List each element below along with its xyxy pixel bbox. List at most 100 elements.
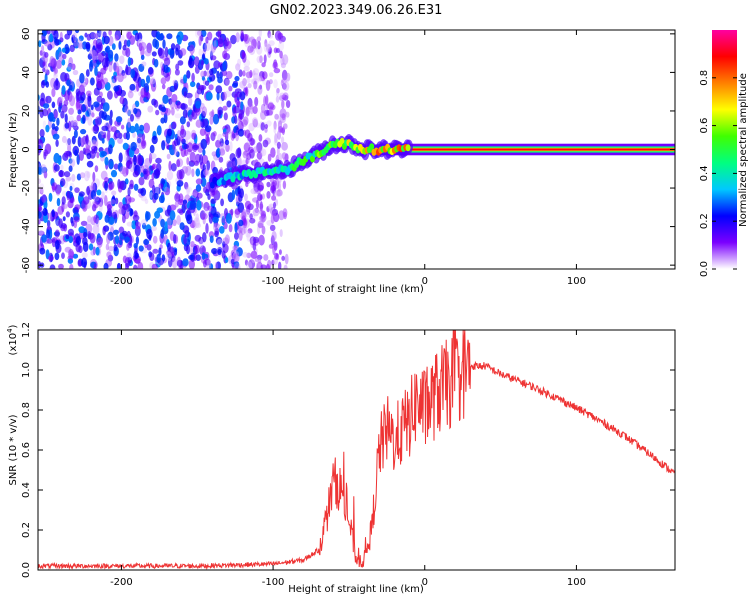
spectrogram-noise-cell bbox=[69, 158, 76, 168]
spectrogram-noise-cell bbox=[280, 136, 285, 144]
spectrogram-noise-cell bbox=[67, 138, 71, 146]
spectrogram-noise-cell bbox=[195, 100, 201, 109]
spectrogram-noise-cell bbox=[47, 112, 54, 122]
spectrogram-noise-cell bbox=[73, 40, 78, 47]
spectrogram-noise-cell bbox=[135, 111, 141, 120]
spectrogram-noise-cell bbox=[231, 189, 236, 201]
spectrogram-noise-cell bbox=[115, 116, 123, 123]
spectrogram-noise-cell bbox=[125, 194, 132, 205]
spectrogram-noise-cell bbox=[216, 238, 223, 249]
spectrogram-x-tick-label: 0 bbox=[422, 276, 428, 287]
spectrogram-noise-cell bbox=[54, 240, 60, 250]
spectrogram-y-tick-label: -60 bbox=[21, 257, 32, 273]
colorbar-gradient bbox=[712, 30, 737, 269]
spectrogram-noise-cell bbox=[199, 85, 207, 91]
spectrogram-noise-cell bbox=[261, 62, 266, 68]
spectrogram-noise-cell bbox=[62, 203, 68, 209]
spectrogram-noise-cell bbox=[166, 33, 173, 40]
spectrogram-noise-cell bbox=[217, 76, 223, 84]
spectrogram-noise-cell bbox=[282, 54, 289, 65]
spectrogram-noise-cell bbox=[156, 253, 161, 264]
spectrogram-noise-cell bbox=[38, 211, 42, 219]
spectrogram-noise-cell bbox=[174, 69, 180, 76]
spectrogram-noise-cell bbox=[201, 110, 206, 119]
spectrogram-noise-cell bbox=[71, 173, 76, 182]
spectrogram-noise-cell bbox=[114, 53, 119, 62]
spectrogram-noise-cell bbox=[169, 98, 175, 109]
spectrogram-noise-cell bbox=[171, 107, 175, 116]
spectrogram-noise-cell bbox=[122, 255, 127, 264]
spectrogram-noise-cell bbox=[124, 104, 129, 114]
spectrogram-noise-cell bbox=[68, 248, 74, 260]
spectrogram-noise-cell bbox=[182, 199, 188, 205]
spectrogram-noise-cell bbox=[274, 30, 282, 41]
spectrogram-noise-cell bbox=[168, 98, 173, 105]
spectrogram-noise-cell bbox=[89, 61, 93, 72]
spectrogram-noise-cell bbox=[61, 196, 66, 206]
spectrogram-noise-cell bbox=[57, 156, 62, 165]
spectrogram-noise-cell bbox=[38, 178, 42, 185]
spectrogram-noise-cell bbox=[225, 45, 230, 52]
spectrogram-noise-cell bbox=[145, 92, 151, 100]
spectrogram-noise-cell bbox=[217, 133, 223, 142]
spectrogram-noise-cell bbox=[212, 131, 217, 137]
spectrogram-noise-cell bbox=[264, 124, 268, 129]
spectrogram-noise-cell bbox=[124, 66, 132, 76]
spectrogram-noise-cell bbox=[270, 214, 275, 224]
spectrogram-noise-cell bbox=[104, 214, 110, 223]
spectrogram-noise-cell bbox=[171, 258, 177, 269]
spectrogram-noise-cell bbox=[101, 111, 107, 120]
spectrogram-noise-cell bbox=[276, 189, 283, 197]
spectrogram-noise-cell bbox=[193, 56, 200, 67]
spectrogram-noise-cell bbox=[161, 83, 166, 90]
spectrogram-noise-cell bbox=[211, 248, 218, 255]
spectrogram-noise-cell bbox=[57, 97, 63, 107]
spectrogram-noise-cell bbox=[80, 220, 88, 226]
spectrogram-noise-cell bbox=[60, 178, 66, 187]
spectrogram-noise-cell bbox=[108, 35, 114, 47]
spectrogram-noise-cell bbox=[175, 151, 180, 158]
spectrogram-noise-cell bbox=[265, 94, 269, 106]
spectrogram-noise-cell bbox=[69, 185, 73, 191]
spectrogram-noise-cell bbox=[134, 123, 139, 133]
spectrogram-noise-cell bbox=[113, 229, 119, 235]
spectrogram-noise-cell bbox=[259, 201, 263, 212]
spectrogram-noise-cell bbox=[136, 133, 144, 144]
spectrogram-noise-cell bbox=[153, 192, 159, 200]
spectrogram-noise-cell bbox=[67, 228, 74, 236]
spectrogram-noise-cell bbox=[129, 163, 136, 173]
spectrogram-noise-cell bbox=[268, 33, 274, 39]
spectrogram-noise-cell bbox=[273, 201, 276, 209]
spectrogram-noise-cell bbox=[146, 244, 152, 251]
spectrogram-noise-cell bbox=[61, 135, 67, 144]
spectrogram-noise-cell bbox=[61, 104, 68, 113]
spectrogram-noise-cell bbox=[237, 120, 244, 132]
spectrogram-noise-cell bbox=[225, 233, 230, 244]
snr-y-axis: 0.0 0.2 0.4 0.6 0.8 1.0 1.2 bbox=[21, 322, 675, 578]
spectrogram-noise-cell bbox=[277, 120, 283, 131]
spectrogram-noise-cell bbox=[80, 128, 87, 135]
spectrogram-noise-cell bbox=[74, 149, 78, 157]
spectrogram-x-tick-label: 100 bbox=[567, 276, 586, 287]
spectrogram-noise-cell bbox=[223, 112, 228, 121]
snr-y-tick-label: 0.8 bbox=[21, 402, 32, 418]
spectrogram-noise-cell bbox=[268, 40, 275, 46]
spectrogram-noise-cell bbox=[61, 252, 65, 259]
spectrogram-noise-cell bbox=[179, 222, 185, 231]
spectrogram-noise-cell bbox=[93, 125, 99, 132]
spectrogram-noise-cell bbox=[201, 154, 209, 165]
spectrogram-noise-cell bbox=[151, 135, 158, 145]
spectrogram-noise-cell bbox=[249, 149, 255, 159]
spectrogram-noise-cell bbox=[260, 148, 267, 157]
spectrogram-noise-cell bbox=[104, 177, 110, 183]
spectrogram-noise-cell bbox=[58, 96, 64, 104]
spectrogram-noise-cell bbox=[39, 188, 44, 195]
spectrogram-noise-cell bbox=[223, 77, 230, 86]
spectrogram-noise-cell bbox=[233, 126, 237, 134]
spectrogram-noise-cell bbox=[152, 248, 159, 254]
spectrogram-noise-cell bbox=[173, 248, 178, 256]
spectrogram-noise-cell bbox=[38, 229, 44, 235]
spectrogram-noise-cell bbox=[243, 65, 250, 72]
spectrogram-noise-cell bbox=[71, 63, 76, 71]
spectrogram-noise-cell bbox=[191, 72, 195, 83]
